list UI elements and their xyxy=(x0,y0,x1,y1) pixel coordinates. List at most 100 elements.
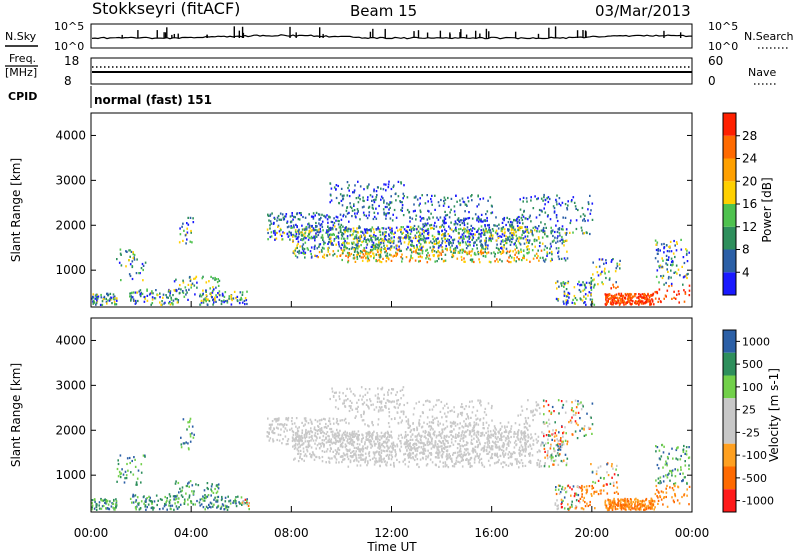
radar-cell xyxy=(369,251,372,254)
radar-cell xyxy=(351,246,354,249)
radar-cell xyxy=(610,300,612,303)
radar-cell xyxy=(530,199,532,202)
radar-cell xyxy=(319,230,322,233)
radar-cell xyxy=(410,243,412,246)
radar-cell xyxy=(354,249,356,252)
radar-cell xyxy=(361,240,363,244)
radar-cell xyxy=(439,216,442,219)
radar-cell xyxy=(424,237,427,240)
radar-cell xyxy=(547,196,550,199)
radar-cell xyxy=(173,508,175,511)
radar-cell xyxy=(270,222,273,225)
radar-cell xyxy=(392,255,394,258)
radar-cell xyxy=(508,260,510,264)
radar-cell xyxy=(277,214,280,218)
radar-cell xyxy=(227,495,229,498)
radar-cell xyxy=(557,448,559,452)
radar-cell xyxy=(427,431,430,434)
radar-cell xyxy=(464,210,466,213)
radar-cell xyxy=(287,442,289,446)
radar-cell xyxy=(392,448,394,451)
radar-cell xyxy=(461,258,463,261)
radar-cell xyxy=(492,229,495,232)
radar-cell xyxy=(455,194,457,197)
radar-cell xyxy=(474,445,477,449)
radar-cell xyxy=(445,455,448,458)
radar-cell xyxy=(167,296,169,299)
radar-cell xyxy=(283,424,285,427)
radar-cell xyxy=(433,235,436,239)
radar-cell xyxy=(409,220,411,223)
radar-cell xyxy=(364,461,366,464)
radar-cell xyxy=(557,445,559,448)
radar-cell xyxy=(407,234,410,238)
radar-cell xyxy=(368,454,371,458)
radar-cell xyxy=(401,206,404,209)
radar-cell xyxy=(343,241,345,244)
radar-cell xyxy=(411,217,414,220)
radar-cell xyxy=(419,259,421,263)
radar-cell xyxy=(395,247,398,250)
radar-cell xyxy=(216,499,219,502)
radar-cell xyxy=(470,438,473,441)
radar-cell xyxy=(545,226,547,229)
radar-cell xyxy=(308,226,310,229)
radar-cell xyxy=(375,217,378,220)
radar-cell xyxy=(427,449,429,452)
radar-cell xyxy=(240,296,242,299)
radar-cell xyxy=(463,451,466,454)
radar-cell xyxy=(655,248,658,252)
radar-cell xyxy=(566,257,569,260)
radar-cell xyxy=(504,239,506,242)
radar-cell xyxy=(169,504,172,507)
radar-cell xyxy=(286,418,288,421)
radar-cell xyxy=(393,254,396,257)
radar-cell xyxy=(492,433,495,436)
radar-cell xyxy=(277,423,279,426)
radar-cell xyxy=(373,456,376,459)
radar-cell xyxy=(180,490,182,493)
radar-cell xyxy=(487,251,490,254)
radar-cell xyxy=(489,457,492,460)
radar-cell xyxy=(384,205,387,209)
radar-cell xyxy=(130,298,132,301)
radar-cell xyxy=(617,285,619,288)
radar-cell xyxy=(292,438,295,441)
radar-cell xyxy=(471,260,473,263)
radar-cell xyxy=(423,236,425,239)
radar-cell xyxy=(353,191,355,194)
radar-cell xyxy=(560,282,562,285)
radar-cell xyxy=(507,237,509,240)
radar-cell xyxy=(188,481,190,484)
radar-cell xyxy=(463,217,465,220)
radar-cell xyxy=(220,507,222,510)
radar-cell xyxy=(100,507,103,510)
radar-cell xyxy=(408,460,410,463)
radar-cell xyxy=(187,442,189,445)
radar-cell xyxy=(279,233,282,236)
radar-cell xyxy=(455,222,457,225)
radar-cell xyxy=(101,499,103,502)
radar-cell xyxy=(663,297,665,300)
radar-cell xyxy=(310,427,312,430)
radar-cell xyxy=(446,247,448,250)
radar-cell xyxy=(378,453,380,456)
radar-cell xyxy=(210,506,212,509)
radar-cell xyxy=(515,231,517,234)
radar-cell xyxy=(434,441,437,444)
radar-cell xyxy=(443,412,446,415)
radar-cell xyxy=(428,254,431,257)
radar-cell xyxy=(468,433,471,436)
radar-cell xyxy=(437,420,439,423)
radar-cell xyxy=(180,494,183,497)
radar-cell xyxy=(490,433,492,436)
radar-cell xyxy=(355,246,358,249)
radar-cell xyxy=(317,213,320,216)
radar-cell xyxy=(128,273,131,276)
radar-cell xyxy=(473,244,475,247)
radar-cell xyxy=(523,210,525,213)
radar-cell xyxy=(143,300,146,303)
radar-cell xyxy=(327,440,330,443)
radar-cell xyxy=(332,441,335,444)
radar-cell xyxy=(363,228,366,231)
